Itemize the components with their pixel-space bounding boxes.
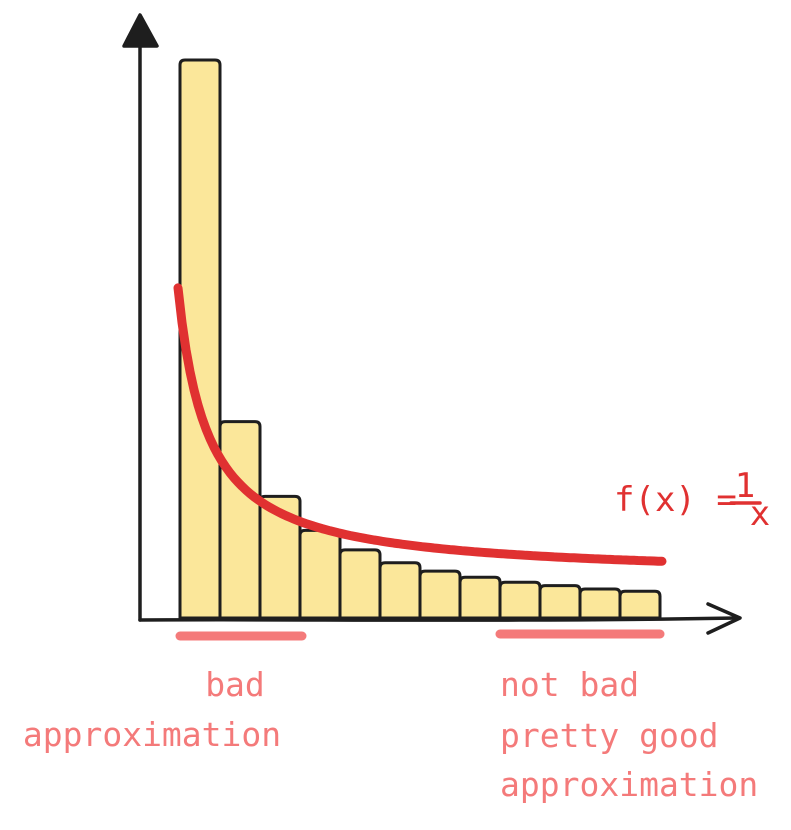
bar [498, 580, 542, 620]
x-axis [138, 616, 740, 622]
bar [298, 528, 342, 620]
left-note-line2: approximation [23, 715, 281, 754]
bar [378, 561, 422, 620]
y-axis-arrow-icon [122, 13, 159, 48]
left-annotation: bad approximation [23, 665, 281, 754]
left-note-line1: bad [205, 665, 265, 704]
bar [178, 58, 222, 620]
bar [338, 548, 382, 620]
right-note-line1: not bad [500, 665, 639, 704]
bar [578, 587, 622, 620]
right-note-line2: pretty good [500, 716, 719, 755]
function-label: f(x) = 1 x [614, 466, 770, 534]
bars-group [178, 58, 662, 620]
y-axis [137, 28, 143, 622]
x-axis-arrow-icon [706, 602, 742, 635]
fraction-denominator: x [750, 494, 770, 534]
bar [458, 575, 502, 620]
function-lhs: f(x) = [614, 480, 737, 520]
fraction-numerator: 1 [735, 466, 755, 506]
right-annotation: not bad pretty good approximation [500, 665, 758, 804]
bar [538, 584, 582, 620]
bar [218, 420, 262, 620]
bar [618, 589, 662, 620]
bar [418, 569, 462, 620]
right-note-line3: approximation [500, 765, 758, 804]
curve-one-over-x [173, 283, 667, 566]
axes [122, 13, 742, 635]
